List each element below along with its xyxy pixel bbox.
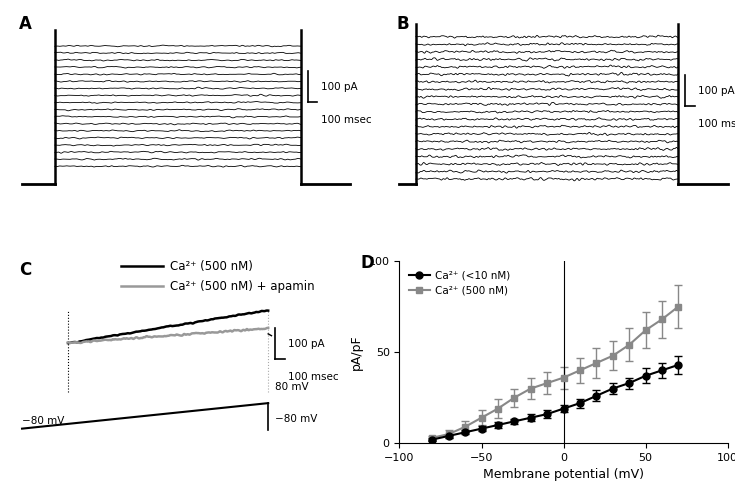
Text: A: A [19, 15, 32, 33]
Text: 100 pA: 100 pA [698, 86, 735, 96]
X-axis label: Membrane potential (mV): Membrane potential (mV) [483, 469, 644, 482]
Text: 100 msec: 100 msec [288, 372, 339, 382]
Legend: Ca²⁺ (<10 nM), Ca²⁺ (500 nM): Ca²⁺ (<10 nM), Ca²⁺ (500 nM) [405, 266, 514, 300]
Text: C: C [19, 261, 31, 279]
Text: Ca²⁺ (500 nM) + apamin: Ca²⁺ (500 nM) + apamin [170, 280, 315, 293]
Text: 80 mV: 80 mV [275, 382, 309, 392]
Y-axis label: pA/pF: pA/pF [350, 334, 363, 370]
Text: 100 pA: 100 pA [288, 339, 325, 349]
Text: −80 mV: −80 mV [22, 416, 65, 426]
Text: 100 msec: 100 msec [320, 115, 371, 125]
Text: −80 mV: −80 mV [275, 414, 317, 424]
Text: 100 pA: 100 pA [320, 82, 357, 92]
Text: B: B [396, 15, 409, 33]
Text: D: D [360, 253, 374, 272]
Text: Ca²⁺ (500 nM): Ca²⁺ (500 nM) [170, 260, 253, 273]
Text: 100 msec: 100 msec [698, 119, 735, 129]
